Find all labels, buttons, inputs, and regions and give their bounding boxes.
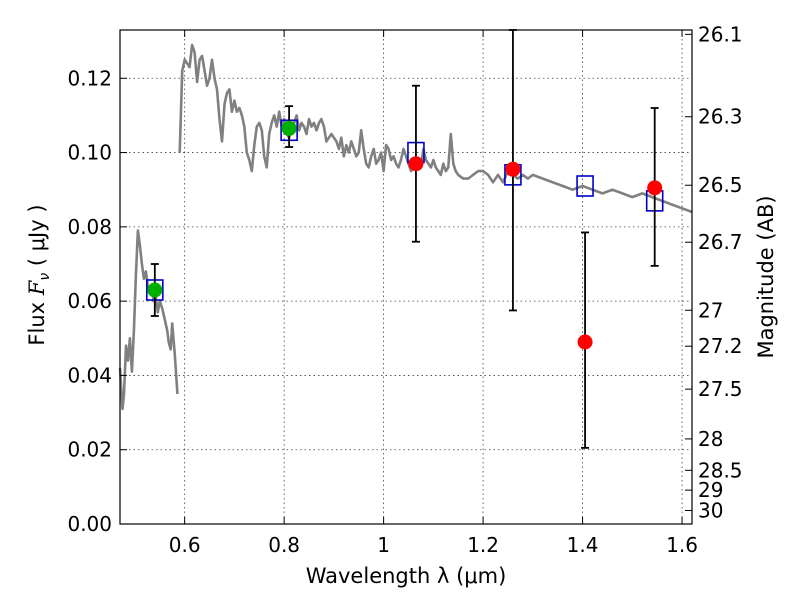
y-tick-label: 0.00 xyxy=(67,512,112,536)
x-axis-label: Wavelength λ (μm) xyxy=(306,564,507,588)
y-tick-label: 0.04 xyxy=(67,363,112,387)
y-axis-label-symbol: F xyxy=(25,279,49,296)
x-tick-label: 1.6 xyxy=(666,533,698,557)
observed-flux-point xyxy=(577,334,593,350)
x-tick-label: 1 xyxy=(377,533,390,557)
observed-flux-point xyxy=(147,282,163,298)
y2-tick-label: 26.3 xyxy=(698,105,743,129)
y2-tick-label: 27.2 xyxy=(698,334,743,358)
y2-tick-label: 27.5 xyxy=(698,377,743,401)
y2-axis-label: Magnitude (AB) xyxy=(754,195,778,358)
y2-tick-label: 27 xyxy=(698,298,723,322)
y2-tick-label: 26.7 xyxy=(698,230,743,254)
spectrum-line xyxy=(118,229,179,411)
grid-lines xyxy=(120,30,692,524)
observed-flux-point xyxy=(408,156,424,172)
x-tick-label: 1.2 xyxy=(467,533,499,557)
plot-frame xyxy=(119,29,693,525)
y2-tick-label: 30 xyxy=(698,499,723,523)
y-axis-label-unit: ( μJy ) xyxy=(25,204,49,272)
x-tick-label: 0.6 xyxy=(169,533,201,557)
observed-flux-point xyxy=(281,120,297,136)
x-axis-ticks: 0.6 0.8 1 1.2 1.4 1.6 xyxy=(169,30,698,557)
spectrum-line xyxy=(178,43,693,214)
observed-points-layer xyxy=(147,120,663,350)
y-tick-label: 0.10 xyxy=(67,141,112,165)
model-flux-square xyxy=(576,175,594,197)
y-tick-label: 0.12 xyxy=(67,66,112,90)
observed-flux-point xyxy=(505,161,521,177)
y2-tick-label: 28.5 xyxy=(698,458,743,482)
y2-tick-label: 29 xyxy=(698,478,723,502)
y-tick-label: 0.02 xyxy=(67,438,112,462)
y-tick-label: 0.08 xyxy=(67,215,112,239)
y-axis-label: Flux Fν ( μJy ) xyxy=(25,204,53,345)
y2-tick-label: 26.1 xyxy=(698,22,743,46)
y-axis-ticks: 0.00 0.02 0.04 0.06 0.08 0.10 0.12 xyxy=(67,66,127,536)
y-axis-label-prefix: Flux xyxy=(25,295,49,345)
observed-flux-point xyxy=(647,180,663,196)
x-tick-label: 0.8 xyxy=(268,533,300,557)
y-axis-label-subscript: ν xyxy=(37,273,53,281)
x-tick-label: 1.4 xyxy=(567,533,599,557)
y2-tick-label: 26.5 xyxy=(698,173,743,197)
y-tick-label: 0.06 xyxy=(67,289,112,313)
y2-tick-label: 28 xyxy=(698,427,723,451)
